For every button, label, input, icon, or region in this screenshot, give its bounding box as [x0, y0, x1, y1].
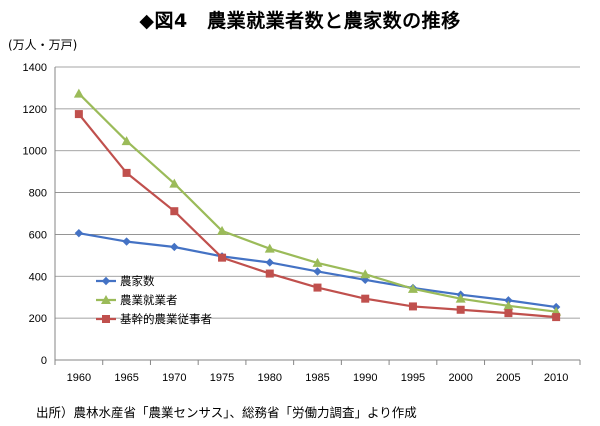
data-point: [73, 88, 84, 98]
data-point: [504, 309, 513, 318]
x-tick-label: 1975: [210, 372, 234, 384]
data-point: [360, 269, 371, 279]
x-tick-label: 1990: [353, 372, 377, 384]
data-point: [407, 283, 418, 293]
x-tick-label: 2005: [496, 372, 520, 384]
legend-marker: [101, 276, 111, 286]
legend-label: 農業就業者: [120, 293, 178, 307]
data-point: [218, 253, 227, 262]
series-3: [74, 110, 561, 322]
legend-marker: [101, 295, 111, 304]
data-point: [74, 228, 84, 238]
data-point: [265, 269, 274, 278]
series-lines: [73, 88, 562, 322]
y-tick-label: 800: [29, 188, 47, 200]
legend-marker: [102, 315, 110, 323]
y-tick-label: 1200: [23, 104, 47, 116]
data-point: [361, 294, 370, 303]
data-point: [217, 225, 228, 235]
y-tick-label: 600: [29, 229, 47, 241]
x-tick-label: 1960: [67, 372, 91, 384]
y-axis-unit-label: (万人・万戸): [8, 38, 78, 52]
data-point: [313, 283, 322, 292]
data-point: [408, 302, 417, 311]
x-tick-label: 1995: [401, 372, 425, 384]
x-tick-label: 2000: [448, 372, 472, 384]
y-tick-label: 400: [29, 271, 47, 283]
axes: 0 200 400 600 800 1000 1200 1400 1960 1965 1970 197…: [23, 62, 581, 384]
legend-item-2: 農業就業者: [96, 293, 178, 307]
data-point: [312, 257, 323, 267]
y-tick-label: 200: [29, 313, 47, 325]
data-point: [552, 313, 561, 322]
y-tick-label: 1000: [23, 146, 47, 158]
data-point: [169, 178, 180, 188]
y-tick-label: 1400: [23, 62, 47, 74]
x-tick-label: 1980: [258, 372, 282, 384]
data-point: [122, 168, 131, 177]
data-point: [170, 207, 179, 216]
x-tick-label: 1965: [114, 372, 138, 384]
data-point: [456, 305, 465, 314]
data-point: [503, 300, 514, 310]
data-point: [265, 258, 274, 267]
series-2: [73, 88, 562, 316]
source-note: 出所）農林水産省「農業センサス」、総務省「労働力調査」より作成: [36, 405, 417, 420]
legend-label: 基幹的農業従事者: [120, 312, 212, 326]
x-tick-label: 1985: [305, 372, 329, 384]
data-point: [121, 136, 132, 146]
data-point: [264, 243, 275, 253]
data-point: [170, 242, 179, 252]
data-point: [313, 267, 322, 276]
data-point: [504, 296, 513, 305]
data-point: [122, 237, 131, 246]
grid-lines: [55, 66, 580, 319]
data-point: [455, 293, 466, 303]
legend-item-1: 農家数: [96, 274, 155, 288]
legend-item-3: 基幹的農業従事者: [96, 312, 212, 326]
y-tick-label: 0: [41, 355, 47, 367]
data-point: [74, 110, 83, 119]
x-tick-label: 2010: [544, 372, 568, 384]
legend-label: 農家数: [120, 274, 155, 288]
x-tick-label: 1970: [162, 372, 186, 384]
chart-title: ◆図4 農業就業者数と農家数の推移: [139, 10, 461, 32]
